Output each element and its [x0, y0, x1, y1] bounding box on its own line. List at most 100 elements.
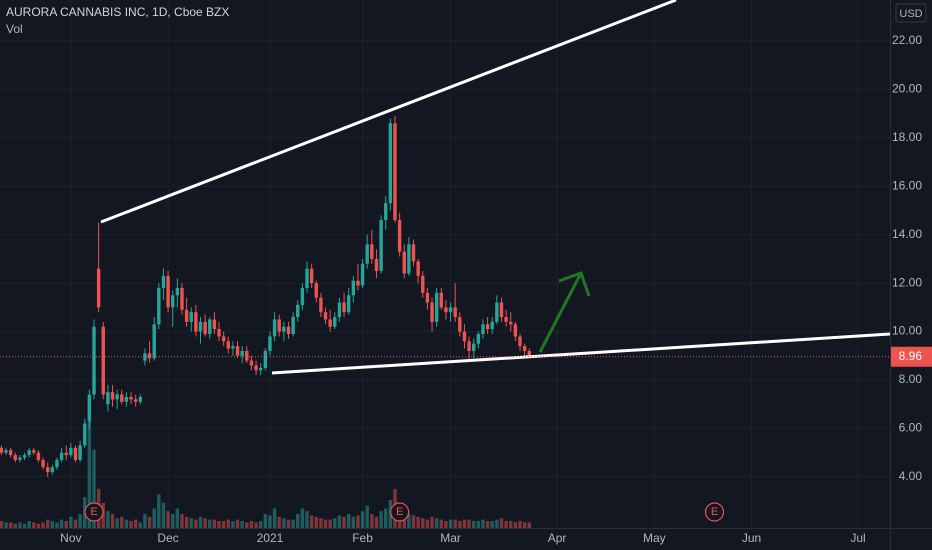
volume-bar	[356, 515, 360, 528]
event-label: E	[90, 506, 97, 518]
volume-bar	[194, 519, 198, 528]
currency: USD	[899, 8, 922, 20]
volume-bar	[328, 519, 332, 528]
volume-bar	[157, 494, 161, 528]
volume-bar	[485, 521, 490, 528]
volume-bar	[249, 521, 254, 528]
volume-bar	[300, 508, 305, 528]
volume-bar	[319, 518, 323, 528]
y-tick-label: 16.00	[892, 178, 922, 192]
volume-bar	[314, 516, 318, 528]
candle-body	[138, 396, 143, 402]
candle-body	[69, 447, 73, 456]
last-price-label: 8.96	[899, 349, 923, 363]
candle-body	[64, 452, 68, 456]
volume-bar	[490, 521, 494, 528]
candle-body	[337, 302, 342, 318]
y-tick-label: 4.00	[899, 469, 923, 483]
candle-body	[240, 350, 244, 356]
candle-body	[282, 326, 286, 332]
candle-body	[106, 392, 110, 405]
candle-body	[485, 324, 490, 330]
y-tick-label: 14.00	[892, 227, 922, 241]
volume-bar	[365, 505, 369, 528]
volume-bar	[518, 521, 522, 528]
candle-body	[453, 307, 457, 318]
candle-body	[175, 287, 180, 296]
candle-body	[360, 263, 365, 286]
volume-bar	[430, 516, 434, 528]
event-label: E	[711, 506, 718, 518]
volume-bar	[263, 514, 268, 528]
candle-body	[13, 455, 17, 460]
arrow-head	[558, 271, 591, 297]
x-tick-label: Jun	[742, 531, 761, 545]
candle-body	[73, 447, 78, 460]
candle-body	[467, 341, 471, 351]
volume-bar	[8, 522, 13, 528]
y-tick-label: 8.00	[899, 372, 923, 386]
candle-body	[245, 350, 249, 361]
candle-body	[481, 324, 485, 334]
candle-body	[346, 295, 351, 313]
candle-body	[249, 360, 254, 366]
candle-body	[504, 317, 508, 322]
candle-body	[212, 319, 217, 330]
candle-body	[286, 326, 291, 334]
volume-bar	[133, 519, 138, 528]
y-tick-label: 6.00	[899, 421, 923, 435]
volume-bar	[22, 523, 27, 528]
event-marker	[390, 502, 410, 522]
volume-bar	[342, 516, 346, 528]
candle-body	[527, 350, 531, 357]
candle-body	[78, 445, 82, 460]
trend-line	[100, 0, 677, 224]
candle-body	[18, 457, 22, 460]
volume-bar	[32, 522, 36, 528]
candle-body	[388, 123, 393, 204]
volume-bar	[124, 519, 129, 528]
volume-bar	[272, 508, 277, 528]
volume-bar	[198, 516, 203, 528]
candle-body	[96, 268, 101, 308]
volume-bar	[27, 521, 31, 528]
candle-body	[499, 302, 504, 318]
y-tick-label: 12.00	[892, 275, 922, 289]
candle-body	[365, 244, 369, 264]
currency-box[interactable]	[895, 3, 927, 23]
volume-bar	[78, 514, 82, 528]
volume-bar	[13, 523, 17, 528]
candle-body	[490, 321, 494, 330]
volume-bar	[110, 514, 115, 528]
event-marker	[84, 502, 104, 522]
volume-bar	[208, 519, 212, 528]
candle-body	[522, 346, 527, 351]
volume-bar	[439, 519, 443, 528]
volume-bar	[59, 519, 64, 528]
volume-bar	[45, 519, 50, 528]
volume-bar	[41, 522, 45, 528]
volume-bar	[499, 518, 504, 528]
volume-bar	[212, 519, 217, 528]
x-tick-label: Nov	[60, 531, 81, 545]
volume-bar	[129, 521, 133, 528]
volume-bar	[240, 521, 244, 528]
candle-body	[231, 346, 235, 349]
candle-body	[472, 343, 476, 351]
candle-body	[439, 292, 443, 308]
y-tick-label: 18.00	[892, 130, 922, 144]
volume-bar	[115, 518, 119, 528]
volume-bar	[444, 521, 448, 528]
volume-bar	[268, 515, 272, 528]
volume-bar	[152, 508, 156, 528]
candle-body	[217, 329, 221, 337]
candle-body	[41, 459, 45, 468]
volume-bar	[147, 516, 152, 528]
volume-bar	[346, 514, 351, 528]
volume-bar	[69, 516, 73, 528]
candle-body	[323, 312, 328, 320]
candle-body	[263, 350, 268, 368]
volume-bar	[374, 516, 379, 528]
candle-body	[370, 244, 374, 259]
